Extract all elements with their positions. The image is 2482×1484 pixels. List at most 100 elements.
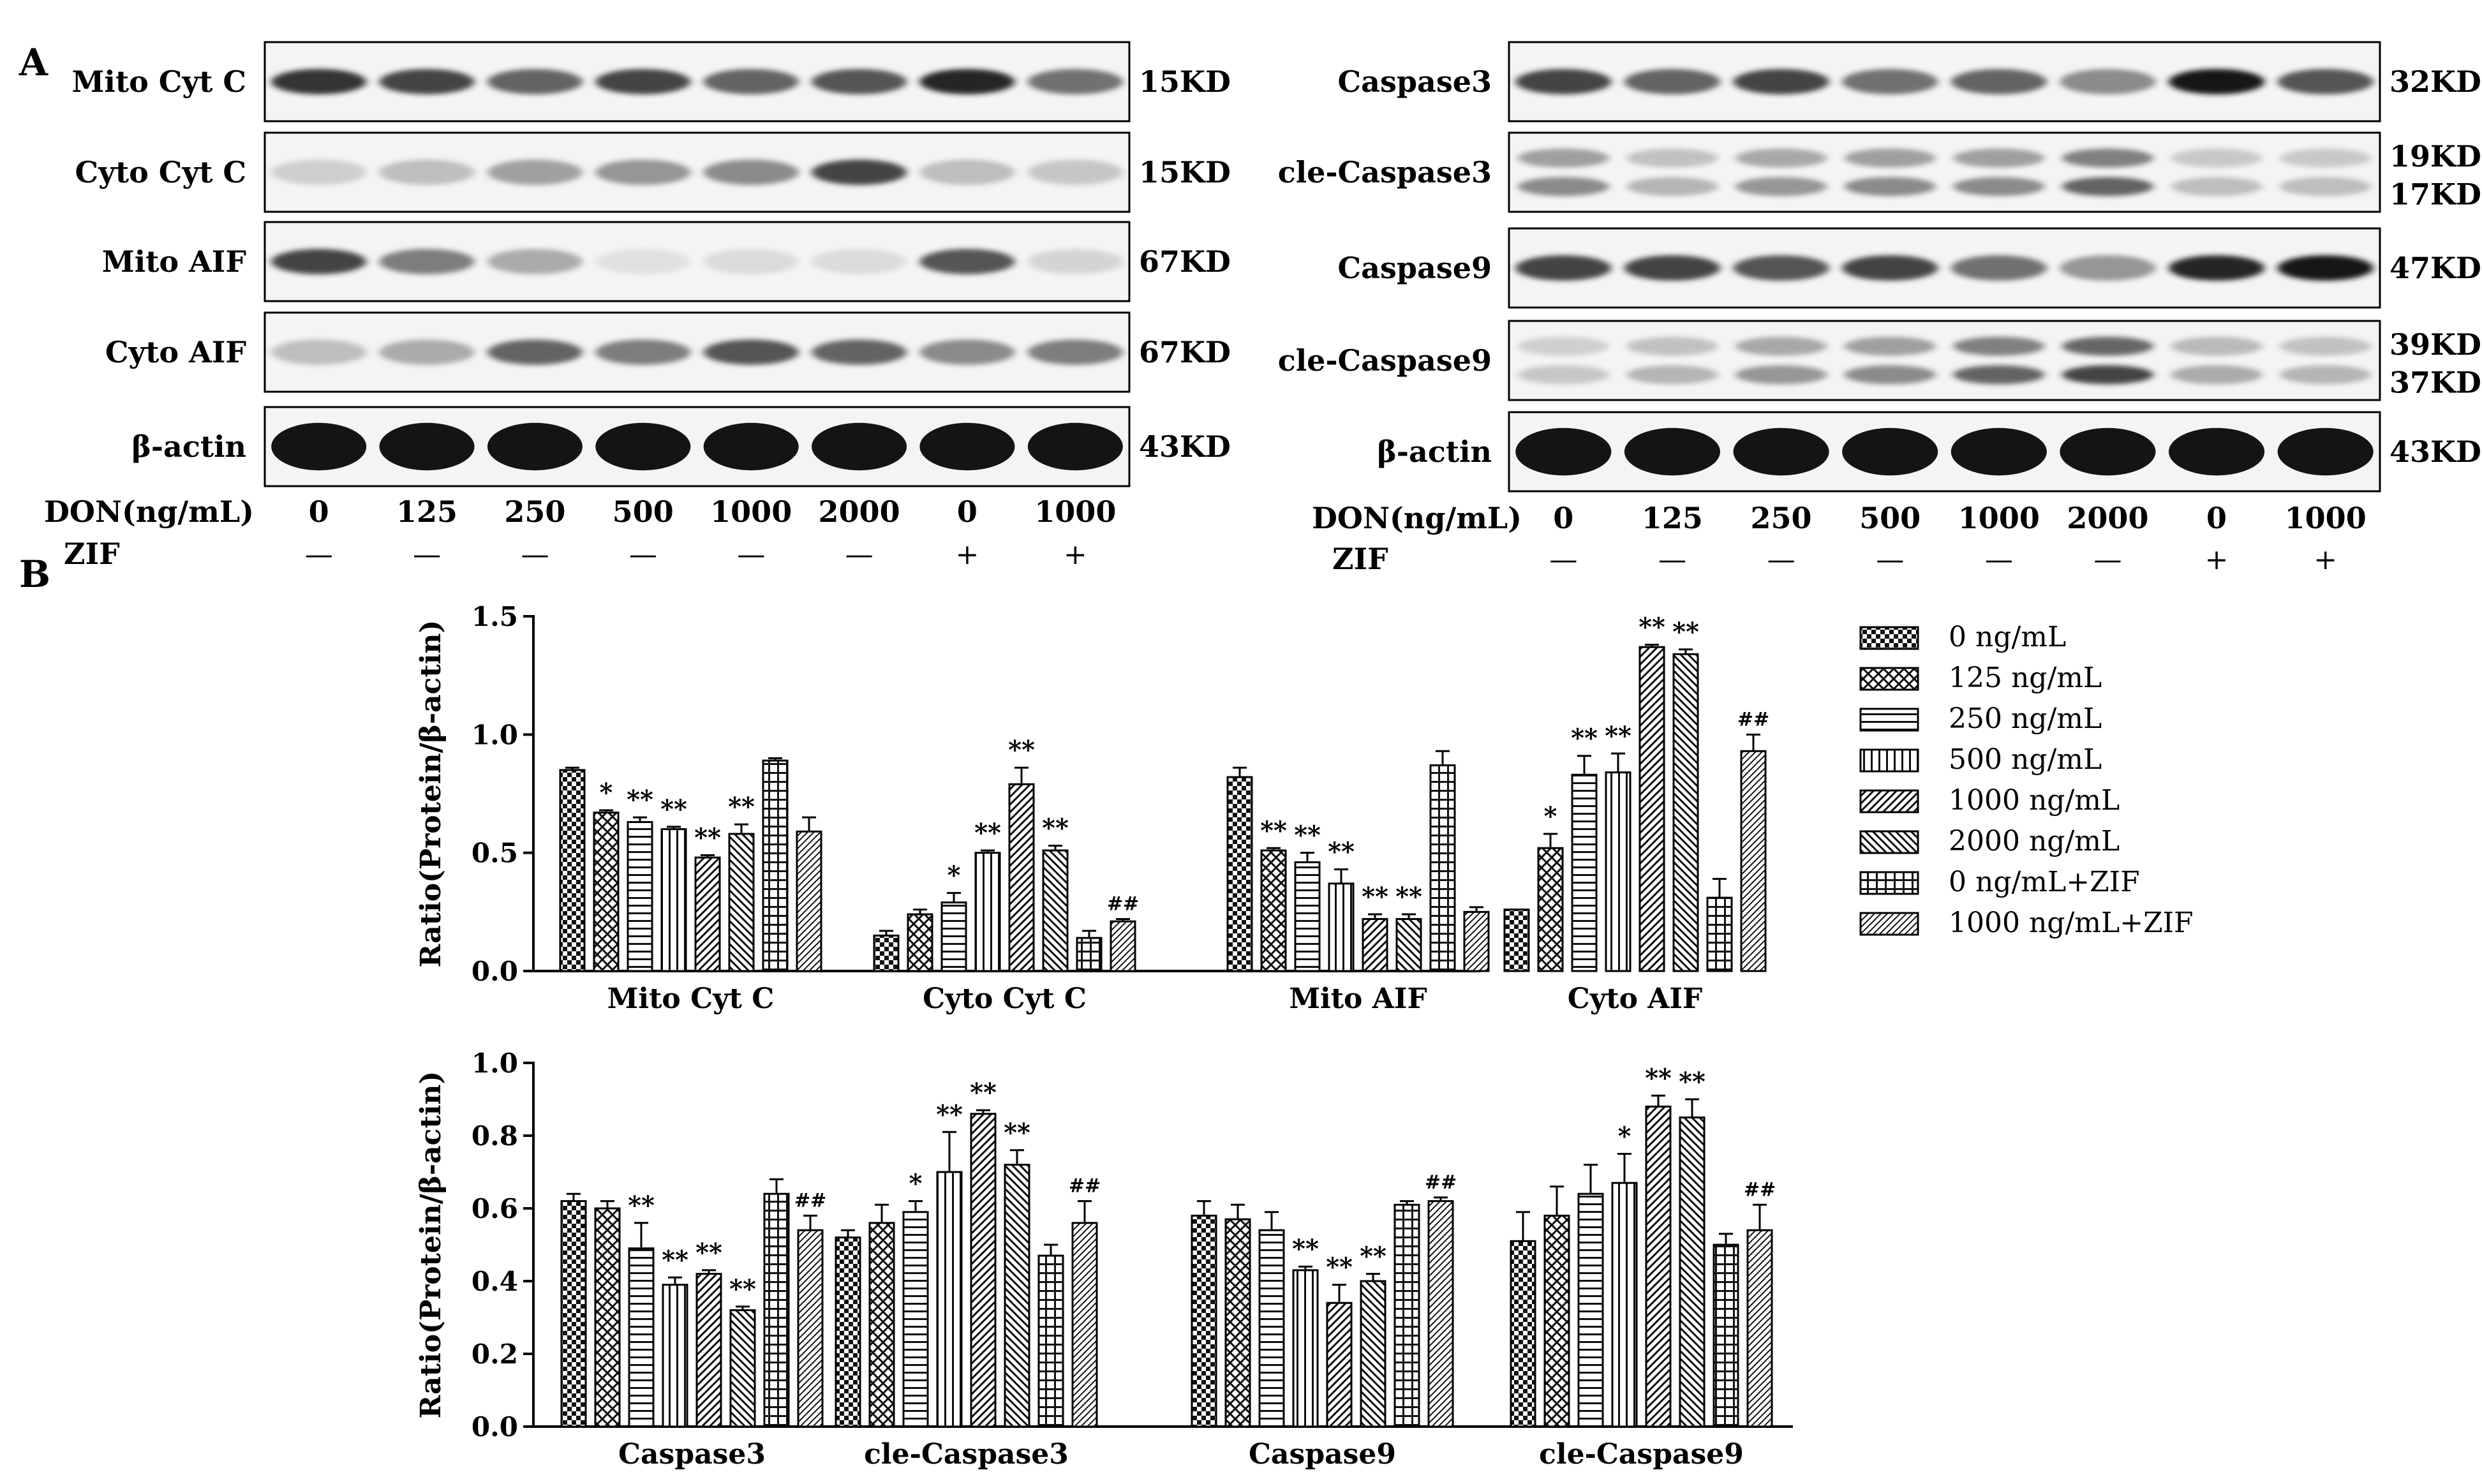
bar-group: ** ****** ** [1226, 750, 1490, 972]
legend-swatch [1859, 830, 1919, 854]
blot-band [2168, 255, 2265, 281]
bar-group: *** **## [1510, 1063, 1776, 1428]
bar [1260, 849, 1287, 972]
blot-row: Caspase9 47KD [1338, 227, 2481, 309]
bar [593, 812, 620, 972]
blot-band [2280, 336, 2372, 356]
bar-group: **** ****## [560, 1178, 826, 1428]
legend-entry: 0 ng/mL+ZIF [1859, 866, 2140, 898]
blot-row: Mito AIF 67KD [102, 221, 1231, 302]
bar [1395, 917, 1422, 972]
blot-band [1844, 365, 1936, 385]
significance-mark: ** [1260, 815, 1287, 845]
bar [835, 1236, 861, 1428]
blot-band [1735, 336, 1827, 356]
legend-entry: 1000 ng/mL+ZIF [1859, 907, 2194, 939]
blot-band [919, 249, 1015, 274]
blot-band [1626, 365, 1718, 385]
x-category-label: Caspase9 [1249, 1438, 1396, 1471]
don-axis-label: DON(ng/mL) [44, 494, 254, 529]
blot-band [919, 422, 1015, 471]
blot-band [1842, 255, 1938, 281]
legend-entry: 1000 ng/mL [1859, 784, 2120, 817]
blot-band [487, 339, 583, 365]
blot-band [1735, 365, 1827, 385]
zif-sign-label: + [2314, 544, 2337, 576]
blot-band [1842, 69, 1938, 94]
bar [1362, 917, 1388, 972]
bar [1224, 1218, 1251, 1428]
blot-band [379, 160, 475, 185]
significance-mark: * [947, 861, 961, 891]
protein-label: Caspase9 [1338, 251, 1492, 285]
significance-mark: ## [1425, 1171, 1457, 1194]
significance-mark: ** [694, 822, 721, 852]
panel-label-b: B [19, 553, 50, 596]
bar-group: *******## [873, 735, 1139, 972]
bar [1360, 1280, 1386, 1428]
protein-label: β-actin [131, 429, 246, 464]
molecular-weight-label: 15KD [1139, 64, 1231, 99]
bar [1427, 1200, 1454, 1428]
significance-mark: ** [627, 785, 653, 815]
bar [1746, 1229, 1773, 1428]
blot-band [1517, 336, 1609, 356]
legend-swatch [1859, 871, 1919, 895]
legend-entry: 250 ng/mL [1859, 702, 2102, 735]
blot-band [487, 249, 583, 274]
bar [594, 1207, 621, 1428]
y-tick-label: 1.0 [472, 1048, 518, 1079]
blot-band [1842, 427, 1938, 476]
significance-mark: ** [1326, 1252, 1353, 1282]
legend-swatch [1859, 748, 1919, 773]
protein-label: Cyto AIF [105, 335, 246, 369]
legend-swatch [1859, 667, 1919, 691]
bar [1008, 783, 1035, 972]
blot-band [271, 339, 367, 365]
blot-band [271, 249, 367, 274]
legend-label: 1000 ng/mL+ZIF [1949, 907, 2194, 939]
x-category-label: Mito AIF [1289, 983, 1427, 1015]
bar [1463, 910, 1490, 972]
bar [1004, 1164, 1030, 1428]
significance-mark: ** [1360, 1242, 1386, 1272]
blot-band [595, 69, 691, 94]
bar [1645, 1105, 1672, 1428]
y-tick-label: 0.5 [472, 838, 518, 869]
blot-band [703, 422, 799, 471]
bar [1226, 776, 1253, 972]
bar [1110, 920, 1136, 972]
don-dose-label: 500 [1859, 501, 1921, 535]
blot-band [1626, 177, 1718, 197]
blot-band [2280, 177, 2372, 197]
molecular-weight-label: 37KD [2389, 366, 2481, 400]
bar [628, 1247, 655, 1428]
significance-mark: ** [1605, 721, 1631, 751]
bar [936, 1171, 963, 1428]
molecular-weight-label: 17KD [2389, 177, 2481, 212]
blot-band [812, 69, 907, 94]
bar [1713, 1243, 1739, 1428]
bar [1037, 1254, 1064, 1428]
significance-mark: ** [1645, 1063, 1672, 1093]
blot-band [1953, 336, 2045, 356]
blot-band [1624, 427, 1721, 476]
significance-mark: ** [695, 1238, 722, 1268]
blot-band [919, 339, 1015, 365]
blot-band [2171, 177, 2263, 197]
significance-mark: ** [1639, 612, 1665, 642]
blot-band [703, 160, 799, 185]
don-dose-label: 1000 [2285, 501, 2367, 535]
bar [729, 1309, 756, 1428]
blot-band [379, 69, 475, 94]
don-dose-label: 2000 [2067, 501, 2148, 535]
blot-band [2277, 255, 2374, 281]
significance-mark: ## [794, 1189, 826, 1212]
significance-mark: ** [970, 1078, 997, 1108]
bar [970, 1113, 997, 1428]
bar [695, 1273, 722, 1428]
zif-sign-label: — [1767, 544, 1795, 576]
